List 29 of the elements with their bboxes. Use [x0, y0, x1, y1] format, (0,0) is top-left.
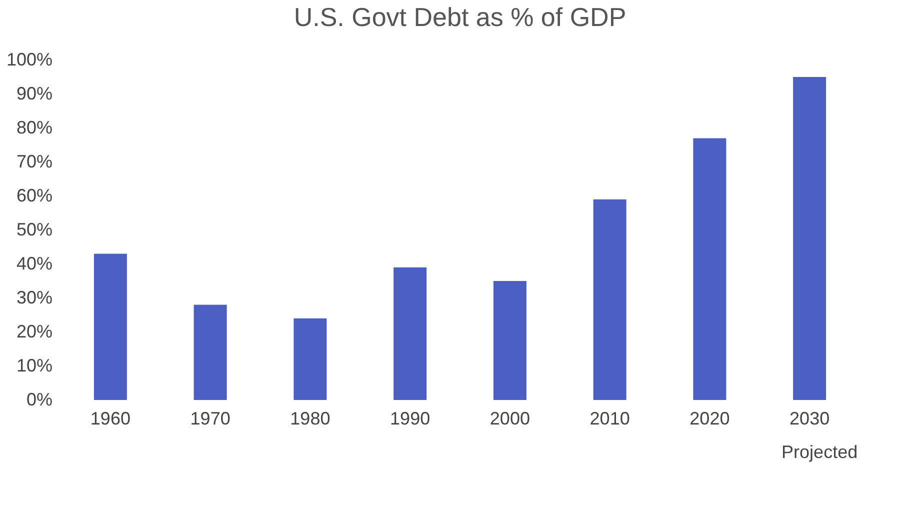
bar [793, 77, 826, 400]
y-tick-label: 10% [16, 356, 52, 376]
bar [394, 267, 427, 400]
y-tick-label: 100% [6, 50, 52, 70]
text: Projected [782, 442, 858, 462]
x-tick-label: 2020 [690, 408, 730, 428]
y-tick-label: 30% [16, 288, 52, 308]
y-tick-label: 40% [16, 254, 52, 274]
bar [194, 304, 227, 400]
y-tick-label: 20% [16, 322, 52, 342]
y-tick-label: 70% [16, 152, 52, 172]
bar [593, 199, 626, 400]
bar [693, 138, 726, 400]
y-tick-label: 80% [16, 118, 52, 138]
bar [294, 318, 327, 400]
x-tick-label: 1960 [90, 408, 130, 428]
x-tick-label: 2000 [490, 408, 530, 428]
x-tick-label: 1980 [290, 408, 330, 428]
chart-title: U.S. Govt Debt as % of GDP [294, 2, 626, 32]
y-tick-label: 0% [26, 390, 52, 410]
bar [493, 281, 526, 400]
y-tick-label: 50% [16, 220, 52, 240]
x-tick-label: 2010 [590, 408, 630, 428]
x-tick-label: 1970 [190, 408, 230, 428]
y-tick-label: 60% [16, 186, 52, 206]
x-tick-label: 1990 [390, 408, 430, 428]
x-tick-label: 2030 [790, 408, 830, 428]
bar [94, 254, 127, 400]
y-tick-label: 90% [16, 84, 52, 104]
